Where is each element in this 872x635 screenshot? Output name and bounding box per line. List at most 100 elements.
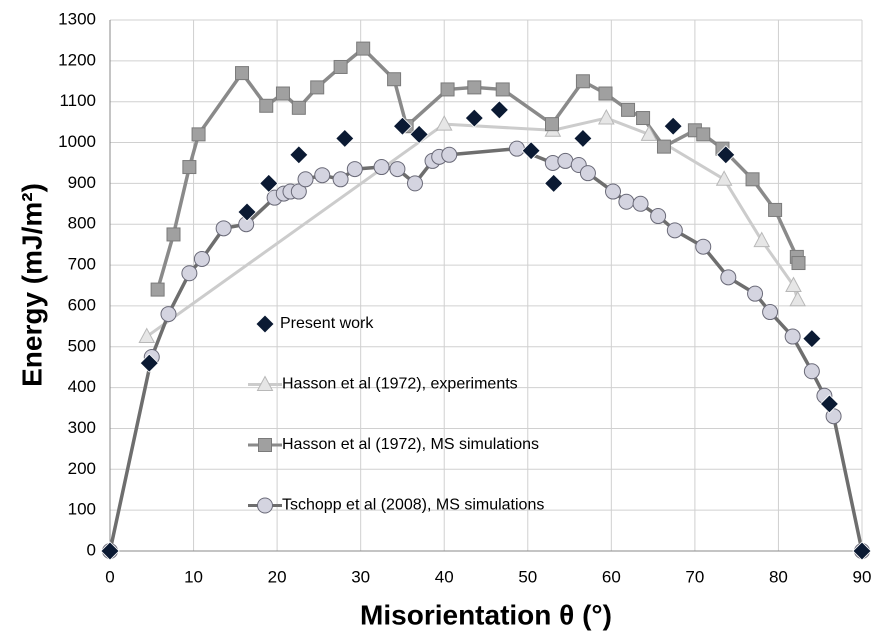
point <box>387 72 402 87</box>
legend-marker <box>258 438 272 452</box>
legend-label: Present work <box>280 315 374 332</box>
point <box>356 41 371 56</box>
x-tick-label: 40 <box>435 567 454 586</box>
point <box>557 152 574 169</box>
x-tick-label: 30 <box>351 567 370 586</box>
point <box>789 290 806 307</box>
point <box>191 127 206 142</box>
x-tick-label: 60 <box>602 567 621 586</box>
point <box>237 202 257 222</box>
point <box>768 202 783 217</box>
y-tick-label: 1000 <box>58 132 96 151</box>
point <box>803 363 820 380</box>
legend-marker <box>255 314 275 334</box>
y-tick-label: 500 <box>68 336 96 355</box>
point <box>784 328 801 345</box>
y-tick-label: 900 <box>68 173 96 192</box>
point <box>259 98 274 113</box>
point <box>762 304 779 321</box>
legend-label: Hasson et al (1972), experiments <box>282 376 518 393</box>
point <box>640 125 658 141</box>
x-tick-label: 90 <box>853 567 872 586</box>
point <box>181 265 198 282</box>
y-tick-label: 200 <box>68 459 96 478</box>
point <box>753 231 771 248</box>
point <box>150 282 165 297</box>
x-tick-label: 20 <box>268 567 287 586</box>
y-tick-label: 1200 <box>58 50 96 69</box>
point <box>745 172 760 187</box>
series-line <box>108 146 864 552</box>
point <box>696 127 711 142</box>
point <box>275 86 290 101</box>
point <box>259 173 279 193</box>
point <box>166 227 181 242</box>
point <box>489 100 509 120</box>
point <box>346 161 363 178</box>
x-axis-title: Misorientation θ (°) <box>360 599 612 630</box>
point <box>160 306 177 323</box>
point <box>573 128 593 149</box>
x-tick-label: 10 <box>184 567 203 586</box>
x-tick-label: 0 <box>105 567 114 586</box>
point <box>636 111 651 126</box>
point <box>139 353 159 373</box>
point <box>618 193 635 210</box>
point <box>495 82 510 97</box>
point <box>435 115 453 131</box>
point <box>598 86 613 101</box>
y-tick-label: 400 <box>68 377 96 396</box>
y-tick-label: 700 <box>68 255 96 274</box>
point <box>335 128 355 149</box>
y-axis-title: Energy (mJ/m²) <box>16 183 47 387</box>
point <box>314 167 331 184</box>
point <box>663 116 683 136</box>
point <box>521 141 541 161</box>
point <box>621 102 636 117</box>
legend-label: Tschopp et al (2008), MS simulations <box>282 497 544 514</box>
point <box>464 108 484 128</box>
y-tick-label: 1300 <box>58 9 96 28</box>
point <box>310 80 325 95</box>
point <box>650 208 667 225</box>
point <box>182 160 197 175</box>
point <box>215 220 232 237</box>
y-tick-label: 100 <box>68 500 96 519</box>
point <box>605 183 622 200</box>
point <box>715 170 733 186</box>
point <box>597 108 615 125</box>
point <box>333 59 348 74</box>
y-tick-label: 300 <box>68 418 96 437</box>
x-tick-label: 50 <box>518 567 537 586</box>
point <box>720 269 737 286</box>
point <box>297 171 314 188</box>
point <box>579 165 596 182</box>
point <box>544 173 564 193</box>
point <box>193 250 210 267</box>
point <box>291 100 306 115</box>
x-tick-label: 70 <box>685 567 704 586</box>
point <box>716 145 736 165</box>
point <box>802 329 822 349</box>
legend-marker <box>257 497 273 514</box>
point <box>389 161 406 178</box>
legend-marker <box>256 375 274 391</box>
point <box>666 222 683 239</box>
x-tick-label: 80 <box>769 567 788 586</box>
legend-label: Hasson et al (1972), MS simulations <box>282 436 539 453</box>
point <box>632 195 649 212</box>
y-tick-label: 600 <box>68 295 96 314</box>
point <box>819 394 839 414</box>
point <box>747 285 764 302</box>
point <box>656 139 671 154</box>
point <box>508 140 525 157</box>
point <box>545 117 560 132</box>
point <box>290 183 307 200</box>
point <box>289 145 309 165</box>
point <box>441 146 458 163</box>
point <box>440 82 455 97</box>
y-tick-label: 1100 <box>59 91 96 110</box>
point <box>392 116 413 136</box>
point <box>100 541 120 561</box>
